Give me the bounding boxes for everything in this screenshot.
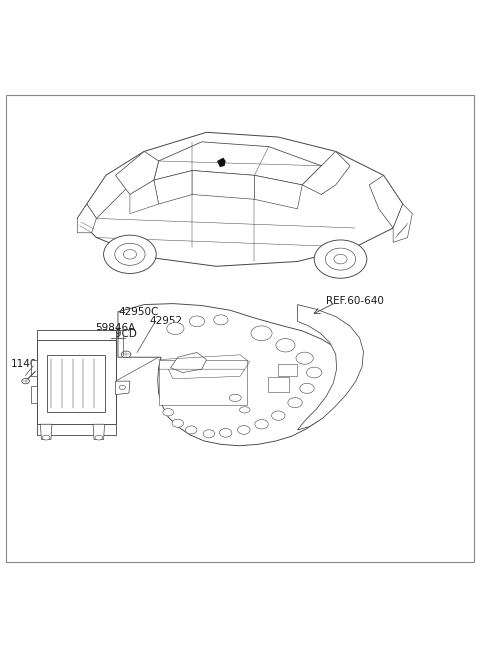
Bar: [31, 386, 36, 403]
Polygon shape: [93, 424, 105, 440]
Polygon shape: [118, 304, 350, 445]
Polygon shape: [217, 158, 226, 168]
Ellipse shape: [189, 316, 204, 327]
Ellipse shape: [296, 352, 313, 364]
Ellipse shape: [115, 243, 145, 265]
Ellipse shape: [22, 378, 29, 384]
Ellipse shape: [272, 411, 285, 420]
Polygon shape: [254, 175, 302, 209]
Polygon shape: [192, 171, 254, 199]
Ellipse shape: [240, 407, 250, 413]
Polygon shape: [40, 424, 52, 440]
Ellipse shape: [172, 419, 183, 427]
Bar: [31, 359, 36, 376]
Ellipse shape: [167, 323, 184, 334]
Ellipse shape: [307, 367, 322, 378]
Bar: [36, 424, 116, 435]
Ellipse shape: [334, 254, 347, 264]
Bar: [268, 377, 289, 392]
Ellipse shape: [121, 351, 131, 357]
Ellipse shape: [229, 394, 241, 401]
Text: 42952: 42952: [149, 316, 182, 326]
Bar: [158, 359, 247, 405]
Polygon shape: [116, 381, 130, 395]
Ellipse shape: [214, 315, 228, 325]
Text: 42950C: 42950C: [118, 307, 158, 317]
Polygon shape: [154, 171, 192, 204]
Polygon shape: [369, 175, 403, 228]
Polygon shape: [77, 132, 403, 266]
Ellipse shape: [255, 420, 268, 429]
Ellipse shape: [203, 430, 215, 438]
Ellipse shape: [314, 240, 367, 279]
Text: 1140ET: 1140ET: [11, 359, 50, 369]
Polygon shape: [87, 151, 149, 218]
Ellipse shape: [288, 397, 302, 408]
Ellipse shape: [325, 248, 356, 270]
Ellipse shape: [42, 435, 50, 440]
Ellipse shape: [276, 338, 295, 352]
Polygon shape: [170, 352, 206, 373]
Polygon shape: [393, 204, 412, 242]
Polygon shape: [130, 180, 158, 214]
Ellipse shape: [163, 409, 173, 416]
Text: 1339CD: 1339CD: [96, 329, 137, 339]
Ellipse shape: [219, 428, 232, 437]
Ellipse shape: [123, 250, 136, 259]
Bar: [36, 340, 116, 424]
Ellipse shape: [104, 235, 156, 273]
Ellipse shape: [185, 426, 197, 434]
Text: 59846A: 59846A: [96, 323, 136, 332]
Polygon shape: [77, 204, 96, 233]
Bar: [278, 365, 298, 376]
Polygon shape: [116, 151, 158, 194]
Ellipse shape: [95, 435, 103, 440]
Ellipse shape: [251, 326, 272, 341]
Text: REF.60-640: REF.60-640: [326, 296, 384, 306]
Bar: [36, 330, 116, 340]
Ellipse shape: [238, 426, 250, 434]
Ellipse shape: [300, 383, 314, 394]
Bar: [47, 355, 105, 412]
Polygon shape: [154, 142, 322, 185]
Polygon shape: [298, 305, 363, 430]
Polygon shape: [302, 151, 350, 194]
Ellipse shape: [119, 385, 125, 390]
